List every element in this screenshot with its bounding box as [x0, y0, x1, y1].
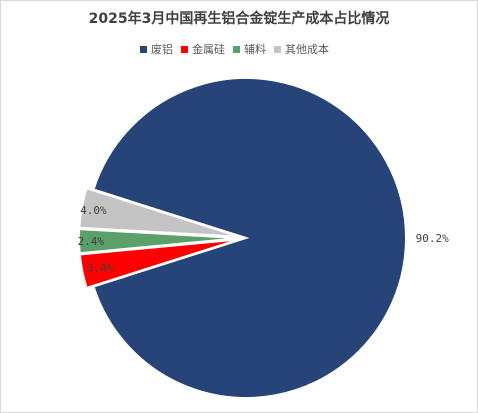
- data-label-other-cost: 4.0%: [80, 204, 107, 217]
- legend-item-other-cost: 其他成本: [274, 41, 329, 57]
- pie-slice-scrap-aluminum: [92, 77, 407, 399]
- chart-title: 2025年3月中国再生铝合金锭生产成本占比情况: [88, 11, 390, 27]
- legend-label-scrap-aluminum: 废铝: [151, 43, 173, 56]
- legend-item-silicon: 金属硅: [181, 41, 225, 57]
- data-label-silicon: 3.4%: [87, 262, 114, 275]
- legend-swatch-scrap-aluminum: [140, 45, 147, 53]
- pie-slice-other-cost: [78, 186, 240, 238]
- chart-legend: 废铝 金属硅 辅料 其他成本: [140, 41, 337, 57]
- legend-swatch-other-cost: [274, 45, 281, 53]
- legend-label-other-cost: 其他成本: [285, 43, 329, 56]
- legend-label-silicon: 金属硅: [192, 43, 225, 56]
- pie-slice-auxiliary: [78, 228, 240, 255]
- legend-swatch-auxiliary: [233, 45, 240, 53]
- legend-swatch-silicon: [181, 45, 188, 53]
- pie-slice-silicon: [78, 238, 240, 290]
- data-label-scrap-aluminum: 90.2%: [416, 232, 449, 245]
- legend-label-auxiliary: 辅料: [244, 43, 266, 56]
- data-label-auxiliary: 2.4%: [78, 235, 105, 248]
- legend-item-scrap-aluminum: 废铝: [140, 41, 173, 57]
- legend-item-auxiliary: 辅料: [233, 41, 266, 57]
